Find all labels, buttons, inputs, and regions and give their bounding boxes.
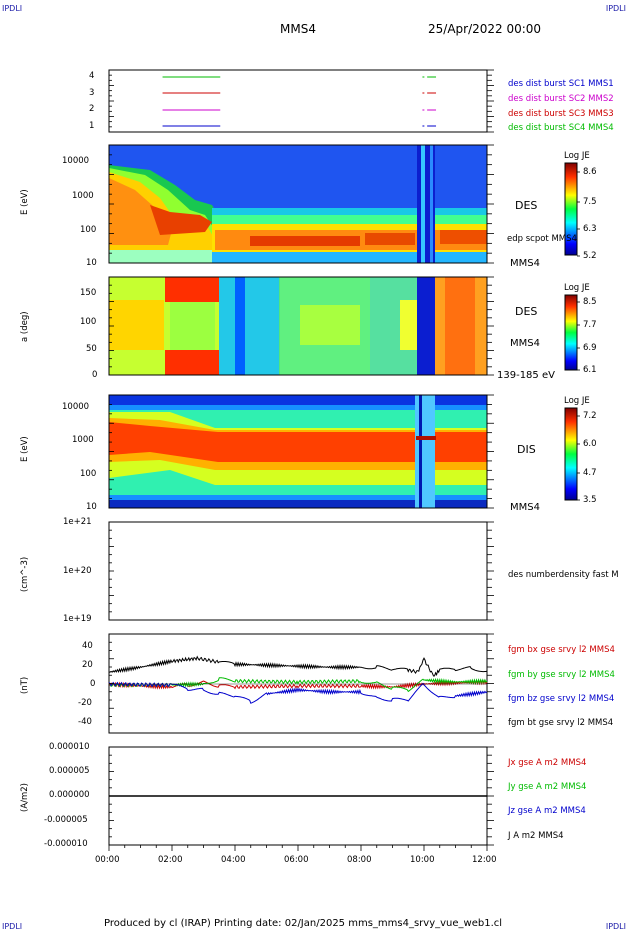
x-tick-label: 04:00 [221, 855, 246, 865]
date-title: 25/Apr/2022 00:00 [428, 22, 542, 36]
p2-ytick: 100 [80, 225, 97, 235]
footer-text: Produced by cl (IRAP) Printing date: 02/… [104, 918, 503, 929]
p7-legend-j: J A m2 MMS4 [508, 831, 564, 841]
p6-ylabel: (nT) [20, 676, 30, 694]
x-tick-label: 00:00 [95, 855, 120, 865]
corner-mark-bl: IPDLI [2, 922, 23, 931]
p4-cb-tick: 4.7 [583, 468, 597, 478]
p4-instrument: DIS [517, 443, 536, 456]
p5-ytick: 1e+20 [63, 566, 92, 576]
p7-ylabel: (A/m2) [20, 783, 30, 812]
p7-legend-jy: Jy gse A m2 MMS4 [508, 782, 587, 792]
p1-ytick: 1 [89, 121, 95, 131]
p1-legend-sc3: des dist burst SC3 MMS3 [508, 109, 614, 119]
p7-ytick: 0.000005 [49, 766, 90, 776]
p2-cb-tick: 8.6 [583, 167, 597, 177]
p2-instrument: DES [515, 199, 538, 212]
p6-legend-bz: fgm bz gse srvy l2 MMS4 [508, 694, 615, 704]
by-line [108, 677, 488, 693]
p1-ytick: 3 [89, 88, 95, 98]
p5-ytick: 1e+21 [63, 517, 92, 527]
p4-ytick: 10000 [62, 402, 90, 412]
p3-ylabel: a (deg) [20, 311, 30, 342]
p2-ytick: 1000 [72, 191, 94, 201]
p3-sub2: 139-185 eV [497, 370, 555, 381]
p1-legend-sc2: des dist burst SC2 MMS2 [508, 94, 614, 104]
colorbar-des-pitch [564, 294, 578, 371]
p2-ytick: 10 [86, 258, 97, 268]
p4-ytick: 1000 [72, 435, 94, 445]
p2-cb-tick: 7.5 [583, 197, 597, 207]
p1-legend-sc1: des dist burst SC1 MMS1 [508, 79, 614, 89]
panel-bfield [108, 633, 488, 734]
p3-cb-tick: 8.5 [583, 297, 597, 307]
p7-legend-jx: Jx gse A m2 MMS4 [508, 758, 587, 768]
p5-legend: des numberdensity fast M [508, 570, 619, 580]
p7-ytick: -0.000010 [44, 839, 88, 849]
x-tick-label: 10:00 [410, 855, 435, 865]
p3-ytick: 100 [80, 317, 97, 327]
p6-legend-bx: fgm bx gse srvy l2 MMS4 [508, 645, 615, 655]
p2-cb-tick: 5.2 [583, 251, 597, 261]
p7-ytick: 0.000010 [49, 742, 90, 752]
p3-cb-tick: 6.9 [583, 343, 597, 353]
p3-ytick: 50 [86, 344, 97, 354]
p2-cb-tick: 6.3 [583, 224, 597, 234]
x-tick-label: 08:00 [347, 855, 372, 865]
bt-line [109, 655, 488, 677]
p4-ytick: 10 [86, 502, 97, 512]
p5-ytick: 1e+19 [63, 614, 92, 624]
p1-legend-sc4: des dist burst SC4 MMS4 [508, 123, 614, 133]
p3-cb-tick: 7.7 [583, 320, 597, 330]
corner-mark-tr: IPDLI [605, 4, 626, 13]
p2-ylabel: E (eV) [20, 189, 30, 215]
p6-legend-bt: fgm bt gse srvy l2 MMS4 [508, 718, 614, 728]
p6-ytick: 20 [82, 660, 93, 670]
p3-ytick: 150 [80, 288, 97, 298]
p3-cb-title: Log JE [564, 283, 590, 293]
p2-sub1: edp scpot MMS4 [507, 234, 577, 244]
panel-current [108, 746, 488, 846]
p6-legend-by: fgm by gse srvy l2 MMS4 [508, 670, 615, 680]
p6-ytick: 40 [82, 641, 93, 651]
p6-ytick: 0 [90, 679, 96, 689]
p1-ytick: 4 [89, 71, 95, 81]
panel-des-energy [108, 144, 488, 264]
p2-ytick: 10000 [62, 156, 90, 166]
x-tick-label: 02:00 [158, 855, 183, 865]
p7-ytick: 0.000000 [49, 790, 90, 800]
p4-sub1: MMS4 [510, 502, 540, 513]
p2-cb-title: Log JE [564, 151, 590, 161]
p4-ytick: 100 [80, 469, 97, 479]
p4-cb-title: Log JE [564, 396, 590, 406]
p1-ytick: 2 [89, 104, 95, 114]
colorbar-dis-energy [564, 407, 578, 501]
panel-dis-energy [108, 394, 488, 509]
p2-sub2: MMS4 [510, 258, 540, 269]
corner-mark-br: IPDLI [605, 922, 626, 931]
p6-ytick: -40 [78, 717, 92, 727]
p5-ylabel: (cm^-3) [20, 556, 30, 592]
p3-instrument: DES [515, 305, 538, 318]
p4-cb-tick: 7.2 [583, 411, 597, 421]
p3-sub1: MMS4 [510, 338, 540, 349]
p4-cb-tick: 3.5 [583, 495, 597, 505]
bx-line [108, 678, 488, 690]
p4-ylabel: E (eV) [20, 436, 30, 462]
panel-des-pitch [108, 276, 488, 376]
p3-cb-tick: 6.1 [583, 365, 597, 375]
p3-ytick: 0 [92, 370, 98, 380]
panel-burst [108, 69, 488, 133]
panel-density [108, 521, 488, 621]
colorbar-des-energy [564, 162, 578, 256]
p7-ytick: -0.000005 [44, 815, 88, 825]
x-tick-label: 12:00 [472, 855, 497, 865]
x-tick-label: 06:00 [284, 855, 309, 865]
p7-legend-jz: Jz gse A m2 MMS4 [508, 806, 586, 816]
p6-ytick: -20 [78, 698, 92, 708]
p4-cb-tick: 6.0 [583, 439, 597, 449]
spacecraft-title: MMS4 [280, 22, 316, 36]
corner-mark-tl: IPDLI [2, 4, 23, 13]
